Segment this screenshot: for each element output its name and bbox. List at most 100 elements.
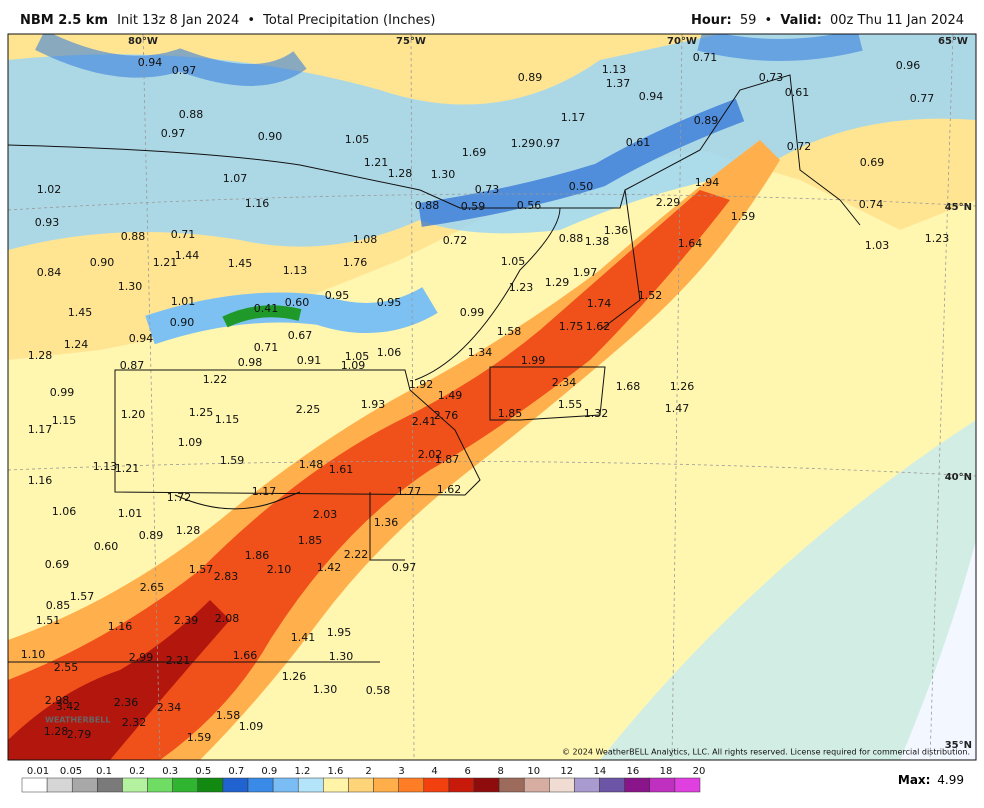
point-value: 1.76 xyxy=(343,256,368,269)
point-value: 0.95 xyxy=(325,289,350,302)
point-value: 0.69 xyxy=(45,558,70,571)
point-value: 1.44 xyxy=(175,249,200,262)
point-value: 3.42 xyxy=(56,700,81,713)
point-value: 1.49 xyxy=(438,389,463,402)
hour-label: Hour: xyxy=(691,13,732,28)
colorbar-label: 1.2 xyxy=(294,766,310,777)
point-value: 1.72 xyxy=(167,491,192,504)
colorbar-label: 14 xyxy=(593,766,606,777)
point-value: 0.71 xyxy=(693,51,718,64)
point-value: 1.36 xyxy=(604,224,629,237)
point-value: 0.97 xyxy=(172,64,197,77)
point-value: 1.05 xyxy=(345,350,370,363)
point-value: 1.28 xyxy=(176,524,201,537)
colorbar-label: 3 xyxy=(398,766,404,777)
point-value: 1.30 xyxy=(313,683,338,696)
point-value: 0.97 xyxy=(161,127,186,140)
point-value: 2.83 xyxy=(214,570,239,583)
point-value: 2.98 xyxy=(45,694,70,707)
longitude-label: 70°W xyxy=(667,36,697,47)
border xyxy=(8,74,861,226)
parallel xyxy=(8,193,976,477)
point-value: 1.09 xyxy=(178,436,203,449)
point-value: 1.75 xyxy=(559,320,584,333)
model: NBM 2.5 km xyxy=(20,13,108,28)
point-value: 0.88 xyxy=(415,199,440,212)
point-value: 1.57 xyxy=(189,563,214,576)
point-value: 0.98 xyxy=(238,356,263,369)
product: Total Precipitation (Inches) xyxy=(262,13,435,28)
point-value: 1.05 xyxy=(345,133,370,146)
valid: 00z Thu 11 Jan 2024 xyxy=(830,13,964,28)
point-value: 1.77 xyxy=(397,485,422,498)
color-swatch xyxy=(197,777,224,793)
point-value: 0.89 xyxy=(694,114,719,127)
point-value: 0.95 xyxy=(377,296,402,309)
shade xyxy=(8,600,230,760)
max: Max: 4.99 xyxy=(898,773,964,787)
point-value: 0.58 xyxy=(366,684,391,697)
point-value: 1.57 xyxy=(70,590,95,603)
point-value: 1.36 xyxy=(374,516,399,529)
point-value: 0.90 xyxy=(90,256,115,269)
point-value: 1.15 xyxy=(215,413,240,426)
point-value: 1.41 xyxy=(291,631,316,644)
point-value: 1.94 xyxy=(695,176,720,189)
point-value: 2.65 xyxy=(140,581,165,594)
color-swatch xyxy=(498,777,525,793)
point-value: 1.24 xyxy=(64,338,89,351)
point-value: 1.62 xyxy=(437,483,462,496)
point-value: 1.26 xyxy=(282,670,307,683)
point-value: 0.87 xyxy=(120,359,145,372)
point-value: 1.30 xyxy=(329,650,354,663)
color-swatch xyxy=(46,777,73,793)
shade xyxy=(418,98,745,227)
point-value: 1.13 xyxy=(283,264,308,277)
point-value: 1.45 xyxy=(228,257,253,270)
point-value: 1.85 xyxy=(498,407,523,420)
colorbar-label: 0.5 xyxy=(195,766,211,777)
shade xyxy=(145,286,438,345)
point-value: 1.03 xyxy=(865,239,890,252)
colorbar: 0.01 0.05 0.1 0.2 0.3 0.5 0.7 0.9 1.2 1.6 2 3 4 6 8 10 1… xyxy=(21,766,705,793)
color-swatch xyxy=(21,777,48,793)
point-value: 1.09 xyxy=(341,359,366,372)
point-value: 2.08 xyxy=(215,612,240,625)
point-value: 0.71 xyxy=(254,341,279,354)
border xyxy=(114,369,481,496)
point-value: 0.99 xyxy=(50,386,75,399)
point-value: 1.28 xyxy=(28,349,53,362)
point-value: 2.03 xyxy=(313,508,338,521)
point-value: 0.90 xyxy=(170,316,195,329)
point-value: 2.99 xyxy=(129,651,154,664)
point-value: 1.30 xyxy=(431,168,456,181)
credit: © 2024 WeatherBELL Analytics, LLC. All r… xyxy=(562,748,970,757)
separator: • xyxy=(247,13,255,28)
point-value: 2.39 xyxy=(174,614,199,627)
point-value: 1.58 xyxy=(216,709,241,722)
point-value: 1.06 xyxy=(377,346,402,359)
point-value: 0.72 xyxy=(787,140,812,153)
point-value: 0.90 xyxy=(258,130,283,143)
point-value: 0.94 xyxy=(639,90,664,103)
point-value: 0.88 xyxy=(559,232,584,245)
point-value: 0.74 xyxy=(859,198,884,211)
point-value: 0.67 xyxy=(288,329,313,342)
point-value: 0.93 xyxy=(35,216,60,229)
point-value: 1.69 xyxy=(462,146,487,159)
colorbar-label: 10 xyxy=(527,766,540,777)
point-value: 1.10 xyxy=(21,648,46,661)
point-value: 1.59 xyxy=(187,731,212,744)
point-value: 1.17 xyxy=(561,111,586,124)
point-value: 1.16 xyxy=(245,197,270,210)
point-value: 1.61 xyxy=(329,463,354,476)
longitude-label: 65°W xyxy=(938,36,968,47)
point-value: 1.59 xyxy=(731,210,756,223)
colorbar-label: 4 xyxy=(431,766,437,777)
point-value: 0.96 xyxy=(896,59,921,72)
point-value: 1.97 xyxy=(573,266,598,279)
color-swatch xyxy=(222,777,249,793)
point-value: 1.29 xyxy=(511,137,536,150)
point-value: 1.28 xyxy=(44,725,69,738)
